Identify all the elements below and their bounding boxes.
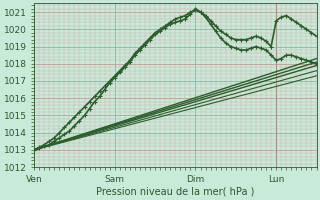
X-axis label: Pression niveau de la mer( hPa ): Pression niveau de la mer( hPa ) bbox=[96, 187, 254, 197]
